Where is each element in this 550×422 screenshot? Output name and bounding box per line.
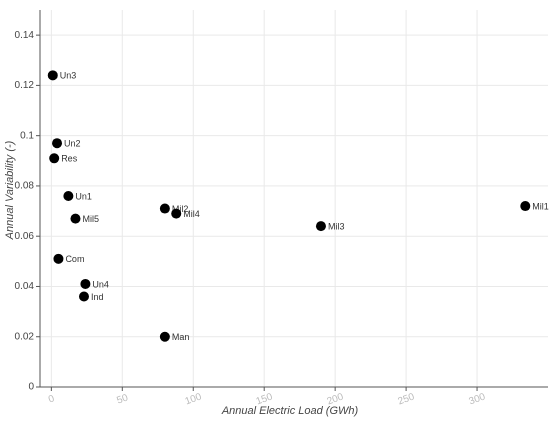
data-point <box>159 331 170 342</box>
y-ticks: 0 0.02 0.04 0.06 0.08 0.1 0.12 0.14 <box>15 30 40 393</box>
x-tick-label: 300 <box>467 391 487 407</box>
x-tick-label: 250 <box>397 391 417 407</box>
grid <box>40 10 548 387</box>
y-tick-label: 0.1 <box>20 130 34 141</box>
data-point <box>63 190 74 201</box>
data-point <box>47 70 58 81</box>
y-axis-title: Annual Variability (-) <box>4 140 16 240</box>
data-point-label: Mil2 <box>172 204 189 214</box>
y-tick-label: 0 <box>28 382 34 393</box>
data-point-label: Com <box>65 254 84 264</box>
data-point <box>520 201 531 212</box>
data-point-label: Mil3 <box>328 222 345 232</box>
data-point <box>315 221 326 232</box>
y-tick-label: 0.12 <box>15 80 35 91</box>
data-point-label: Mil5 <box>82 214 99 224</box>
data-point <box>70 213 81 224</box>
data-point <box>49 153 60 164</box>
y-tick-label: 0.04 <box>15 281 35 292</box>
data-point <box>171 208 182 219</box>
y-tick-label: 0.08 <box>15 181 35 192</box>
data-point <box>159 203 170 214</box>
data-point <box>78 291 89 302</box>
y-tick-label: 0.06 <box>15 231 35 242</box>
data-point-label: Man <box>172 332 190 342</box>
data-point <box>53 253 64 264</box>
data-point-label: Ind <box>91 292 104 302</box>
data-point <box>80 278 91 289</box>
x-tick-label: 0 <box>47 393 56 405</box>
x-axis-title: Annual Electric Load (GWh) <box>221 405 359 417</box>
y-tick-label: 0.14 <box>15 30 35 41</box>
data-point-label: Un1 <box>75 191 92 201</box>
data-point-label: Mil1 <box>532 201 549 211</box>
data-point-label: Un2 <box>64 139 81 149</box>
axes <box>39 10 548 388</box>
x-tick-label: 50 <box>115 392 130 406</box>
x-tick-label: 100 <box>184 391 204 407</box>
data-point-label: Un4 <box>92 279 109 289</box>
data-point-label: Mil4 <box>183 209 200 219</box>
y-tick-label: 0.02 <box>15 331 35 342</box>
data-point-label: Res <box>61 154 78 164</box>
data-point-label: Un3 <box>60 71 77 81</box>
data-point <box>52 138 63 149</box>
